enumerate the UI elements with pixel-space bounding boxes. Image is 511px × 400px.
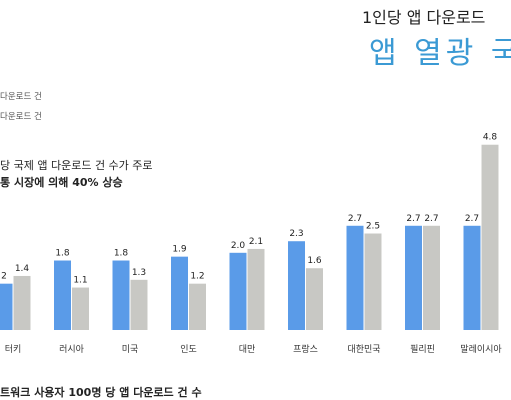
data-label: 2.1 xyxy=(249,237,263,247)
bar xyxy=(72,287,89,330)
data-label: 2.0 xyxy=(231,241,246,251)
data-label: 2 xyxy=(1,272,7,282)
data-label: 1.4 xyxy=(15,264,30,274)
annotation-line-2: 통 시장에 의해 40% 상승 xyxy=(0,176,123,189)
category-label: 프랑스 xyxy=(293,343,318,355)
data-label: 2.5 xyxy=(366,222,380,232)
data-label: 2.7 xyxy=(424,214,438,224)
data-label: 2.7 xyxy=(406,214,420,224)
data-label: 1.2 xyxy=(190,272,204,282)
data-label: 1.9 xyxy=(172,245,187,255)
category-label: 러시아 xyxy=(59,344,85,355)
footnote: 트워크 사용자 100명 당 앱 다운로드 건 수 xyxy=(0,386,202,399)
bar xyxy=(346,225,364,330)
bar xyxy=(229,252,247,330)
category-label: 말레이시아 xyxy=(460,343,502,355)
bar xyxy=(171,256,188,330)
bar xyxy=(463,225,481,330)
bar xyxy=(423,225,440,330)
data-label: 2.3 xyxy=(289,229,303,239)
category-label: 대한민국 xyxy=(347,344,380,355)
category-label: 터키 xyxy=(5,344,22,355)
bar xyxy=(306,268,323,330)
chart-title: 1인당 앱 다운로드 xyxy=(362,8,486,27)
bar xyxy=(481,144,499,330)
data-label: 1.8 xyxy=(114,249,129,259)
bar xyxy=(112,260,130,330)
bar xyxy=(364,233,382,330)
data-label: 1.6 xyxy=(307,256,322,266)
annotation-line-1: 당 국제 앱 다운로드 건 수가 주로 xyxy=(0,159,153,172)
legend-item-blue: 다운로드 건 xyxy=(0,92,42,102)
bar xyxy=(0,283,13,330)
data-label: 1.1 xyxy=(73,276,87,286)
bar xyxy=(189,283,206,330)
data-label: 2.7 xyxy=(348,214,362,224)
data-label: 1.3 xyxy=(132,268,146,278)
data-label: 1.8 xyxy=(55,249,70,259)
bar xyxy=(288,241,305,330)
data-label: 2.7 xyxy=(465,214,479,224)
category-label: 미국 xyxy=(122,344,139,355)
bar xyxy=(130,279,148,330)
chart-subtitle: 앱 열광 국 xyxy=(369,36,511,71)
data-label: 4.8 xyxy=(483,133,498,143)
legend-item-gray: 다운로드 건 xyxy=(0,112,42,122)
category-label: 필리핀 xyxy=(410,343,435,355)
category-label: 인도 xyxy=(180,344,197,355)
bar xyxy=(405,225,422,330)
bar xyxy=(13,275,31,330)
category-label: 대만 xyxy=(239,344,256,355)
bar xyxy=(54,260,71,330)
bar xyxy=(247,248,265,330)
